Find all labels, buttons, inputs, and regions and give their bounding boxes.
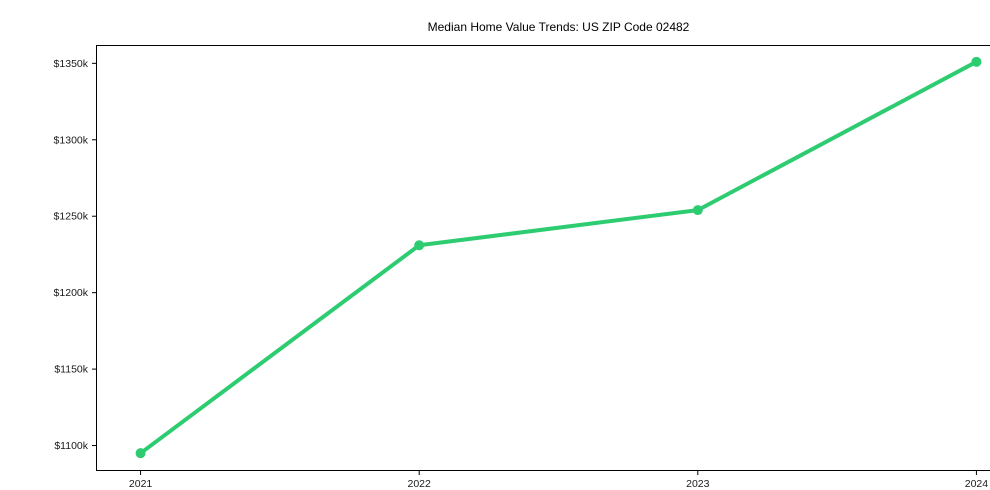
data-point-marker (135, 448, 146, 459)
y-tick-label: $1300k (54, 134, 89, 146)
median-home-value-chart: Median Home Value Trends: US ZIP Code 02… (40, 16, 990, 490)
x-tick-label: 2022 (408, 478, 432, 490)
chart-title: Median Home Value Trends: US ZIP Code 02… (427, 20, 690, 34)
y-tick-label: $1350k (54, 58, 89, 70)
y-tick-label: $1200k (54, 287, 89, 299)
plot-border (96, 45, 990, 471)
y-tick-label: $1150k (54, 364, 88, 376)
data-point-marker (971, 56, 982, 67)
x-tick-label: 2021 (129, 478, 153, 490)
trend-line (138, 59, 979, 456)
x-tick-label: 2024 (965, 478, 989, 490)
y-tick-label: $1250k (54, 211, 89, 223)
x-tick-label: 2023 (686, 478, 710, 490)
y-tick-label: $1100k (54, 440, 88, 452)
chart-plot-area: $1100k $1150k $1200k $1250k $1300k $1350k 2021… (54, 45, 990, 490)
data-point-marker (414, 240, 425, 251)
data-point-marker (692, 205, 703, 216)
